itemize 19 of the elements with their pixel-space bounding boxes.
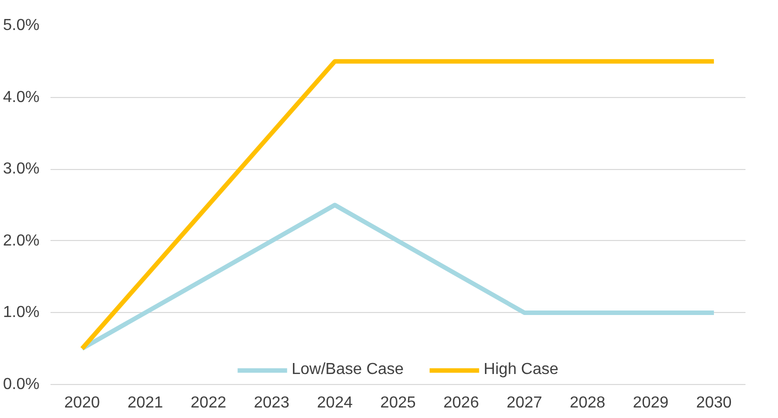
x-tick-label: 2030 bbox=[696, 394, 732, 412]
x-tick-label: 2026 bbox=[443, 394, 480, 412]
x-tick-label: 2025 bbox=[380, 394, 416, 412]
y-tick-label: 2.0% bbox=[3, 232, 40, 250]
x-tick-label: 2028 bbox=[570, 394, 606, 412]
y-tick-label: 4.0% bbox=[3, 88, 40, 106]
y-tick-label: 3.0% bbox=[3, 160, 40, 178]
y-tick-label: 0.0% bbox=[3, 376, 40, 393]
x-tick-label: 2029 bbox=[632, 394, 669, 412]
x-tick-label: 2022 bbox=[190, 394, 226, 412]
x-tick-label: 2020 bbox=[64, 394, 100, 412]
x-tick-label: 2027 bbox=[506, 394, 542, 412]
y-tick-label: 5.0% bbox=[3, 17, 40, 34]
legend-label: High Case bbox=[484, 361, 558, 379]
x-tick-label: 2023 bbox=[254, 394, 290, 412]
legend-label: Low/Base Case bbox=[292, 361, 404, 379]
y-tick-label: 1.0% bbox=[3, 304, 40, 322]
x-tick-label: 2021 bbox=[127, 394, 164, 412]
x-tick-label: 2024 bbox=[317, 394, 353, 412]
